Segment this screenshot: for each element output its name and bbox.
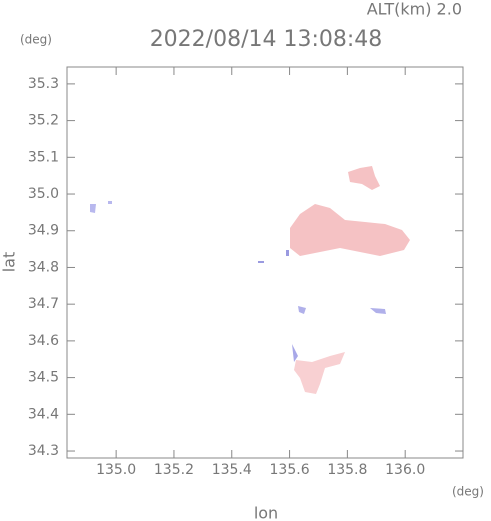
subtitle: ALT(km) 2.0 [367,0,462,19]
y-tick-label: 34.5 [28,370,59,386]
y-tick-label: 35.1 [28,149,59,165]
y-tick-label: 34.7 [28,296,59,312]
x-tick-label: 135.4 [212,462,252,478]
chart-title: 2022/08/14 13:08:48 [150,27,383,52]
y-tick-label: 35.2 [28,113,59,129]
y-tick-label: 34.8 [28,259,59,275]
x-tick-label: 136.0 [385,462,425,478]
y-tick-label: 35.3 [28,76,59,92]
x-tick-label: 135.0 [96,462,136,478]
y-tick-label: 34.9 [28,223,59,239]
y-unit: (deg) [20,33,52,47]
x-tick-label: 135.6 [270,462,310,478]
y-tick-label: 34.3 [28,443,59,459]
radar-echo [90,166,410,394]
x-tick-label: 135.8 [327,462,367,478]
x-tick-label: 135.2 [154,462,194,478]
y-tick-label: 35.0 [28,186,59,202]
x-axis-label: lon [254,504,278,521]
y-tick-label: 34.6 [28,333,59,349]
plot-frame [66,66,464,459]
y-axis-label: lat [0,252,19,273]
y-tick-label: 34.4 [28,406,59,422]
x-unit: (deg) [452,485,484,499]
